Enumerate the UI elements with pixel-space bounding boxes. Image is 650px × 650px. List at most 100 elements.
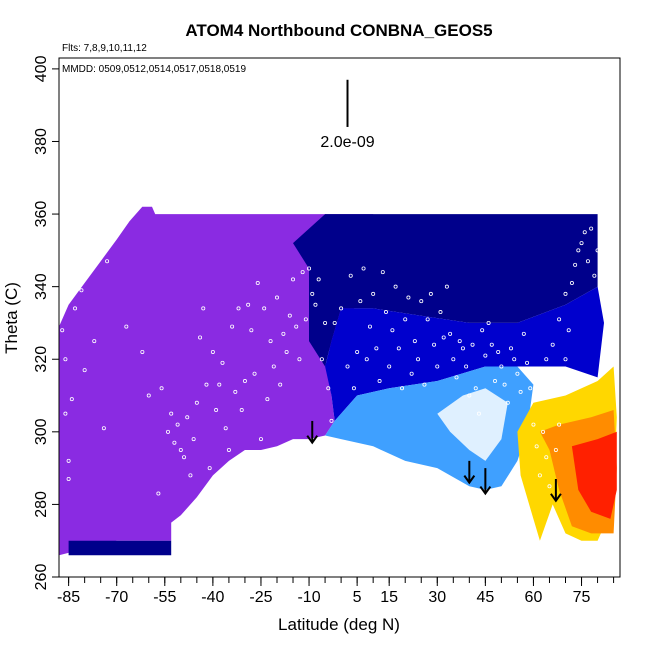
x-tick-label: -85 <box>57 589 80 606</box>
sample-point <box>278 382 283 387</box>
sample-point <box>265 397 270 402</box>
sample-point <box>339 306 344 311</box>
sample-point <box>416 357 421 362</box>
sample-points <box>60 208 600 514</box>
sample-point <box>438 310 443 315</box>
sample-point <box>505 400 510 405</box>
sample-point <box>156 491 161 496</box>
sample-point <box>182 455 187 460</box>
sample-point <box>101 426 106 431</box>
sample-point <box>569 281 574 286</box>
sample-point <box>281 331 286 336</box>
sample-point <box>537 368 542 373</box>
sample-point <box>242 379 247 384</box>
sample-point <box>73 306 78 311</box>
sample-point <box>406 295 411 300</box>
sample-point <box>319 357 324 362</box>
sample-point <box>226 447 231 452</box>
sample-point <box>489 342 494 347</box>
sample-point <box>550 342 555 347</box>
sample-point <box>557 422 562 427</box>
sample-point <box>358 299 363 304</box>
sample-point <box>63 411 68 416</box>
sample-point <box>502 382 507 387</box>
field-region-pale-band <box>437 388 508 461</box>
sample-point <box>175 422 180 427</box>
sample-point <box>371 291 376 296</box>
sample-point <box>198 335 203 340</box>
sample-point <box>111 226 116 231</box>
sample-point <box>390 328 395 333</box>
sample-point <box>589 226 594 231</box>
sample-point <box>509 346 514 351</box>
sample-point <box>60 328 65 333</box>
sample-point <box>544 357 549 362</box>
sample-point <box>207 466 212 471</box>
sample-point <box>467 393 472 398</box>
y-tick-label: 380 <box>33 128 50 155</box>
sample-point <box>534 444 539 449</box>
x-tick-label: 45 <box>476 589 494 606</box>
sample-point <box>560 379 565 384</box>
sample-point <box>367 324 372 329</box>
sample-point <box>146 393 151 398</box>
sample-point <box>547 484 552 489</box>
sample-point <box>351 386 356 391</box>
sample-point <box>387 364 392 369</box>
sample-point <box>345 364 350 369</box>
sample-point <box>541 429 546 434</box>
y-tick-label: 260 <box>33 564 50 591</box>
sample-point <box>374 346 379 351</box>
sample-point <box>432 342 437 347</box>
x-axis: -85 -70 -55 -40 -25 -10 5 15 30 45 60 75 <box>57 577 615 606</box>
sample-point <box>316 277 321 282</box>
sample-point <box>576 248 581 253</box>
y-tick-label: 320 <box>33 346 50 373</box>
sample-point <box>130 208 135 213</box>
sample-point <box>332 320 337 325</box>
plot-frame <box>58 57 621 578</box>
sample-point <box>525 360 530 365</box>
sample-point <box>544 455 549 460</box>
x-tick-label: -55 <box>153 589 176 606</box>
sample-point <box>271 364 276 369</box>
y-axis: 260 280 300 320 340 360 380 400 <box>33 55 59 590</box>
sample-point <box>518 389 523 394</box>
y-tick-label: 360 <box>33 201 50 228</box>
y-tick-label: 280 <box>33 491 50 518</box>
sample-point <box>124 324 129 329</box>
sample-point <box>579 241 584 246</box>
scale-bar-label: 2.0e-09 <box>320 134 374 151</box>
sample-point <box>217 382 222 387</box>
sample-point <box>79 288 84 293</box>
sample-point <box>258 437 263 442</box>
sample-point <box>422 382 427 387</box>
sample-point <box>300 270 305 275</box>
sample-point <box>220 360 225 365</box>
field-region-southern-low-navy <box>68 540 172 556</box>
sample-point <box>476 411 481 416</box>
sample-point <box>377 379 382 384</box>
arrow-head <box>550 493 562 503</box>
sample-point <box>566 328 571 333</box>
sample-point <box>563 291 568 296</box>
sample-point <box>496 349 501 354</box>
sample-point <box>483 353 488 358</box>
scale-bar: 2.0e-09 <box>320 79 375 151</box>
y-axis-label: Theta (C) <box>2 282 21 354</box>
arrow-head <box>479 485 492 496</box>
y-tick-label: 300 <box>33 418 50 445</box>
sample-point <box>239 408 244 413</box>
plot-area: 2.0e-09 <box>58 57 621 578</box>
sample-point <box>117 215 122 220</box>
sample-point <box>563 357 568 362</box>
sample-point <box>528 386 533 391</box>
x-tick-label: -25 <box>249 589 272 606</box>
sample-point <box>457 339 462 344</box>
sample-point <box>223 426 228 431</box>
sample-point <box>230 324 235 329</box>
sample-point <box>348 273 353 278</box>
sample-point <box>159 386 164 391</box>
sample-point <box>515 371 520 376</box>
x-tick-label: -40 <box>201 589 224 606</box>
